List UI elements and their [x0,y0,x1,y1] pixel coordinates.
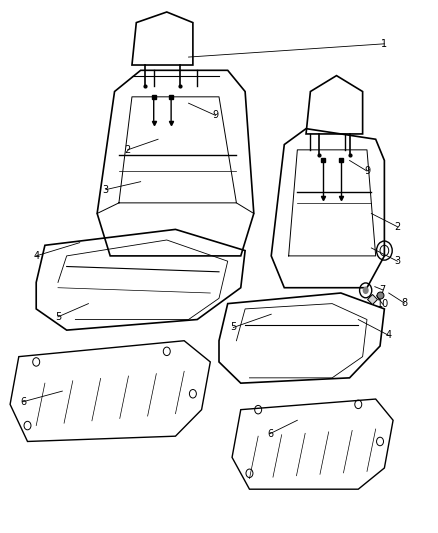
Text: 9: 9 [364,166,370,176]
Text: 8: 8 [401,298,407,308]
Text: 10: 10 [377,299,389,309]
Text: 5: 5 [230,322,237,333]
Text: 4: 4 [386,330,392,341]
Text: 3: 3 [394,256,400,266]
Text: 2: 2 [124,145,131,155]
Text: 1: 1 [381,39,388,49]
Text: 2: 2 [394,222,401,232]
Text: 9: 9 [212,110,219,120]
Text: 4: 4 [33,251,39,261]
Text: 5: 5 [55,312,61,322]
Text: 7: 7 [379,285,386,295]
Text: 6: 6 [20,397,26,407]
Text: 3: 3 [103,184,109,195]
Text: 6: 6 [267,429,273,439]
Circle shape [363,287,369,294]
